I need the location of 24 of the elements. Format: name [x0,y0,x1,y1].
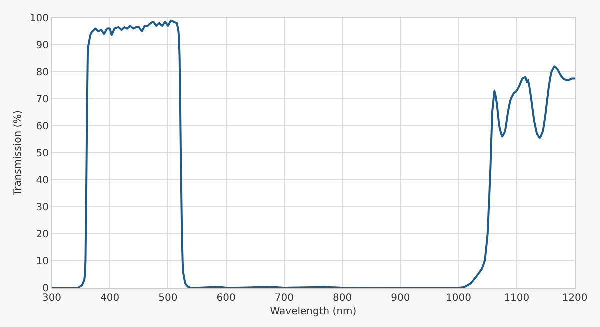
x-tick-label: 500 [158,293,178,304]
x-axis-title: Wavelength (nm) [270,306,357,318]
y-tick-label: 70 [36,94,49,106]
x-tick-label: 900 [391,293,410,304]
y-tick-label: 50 [36,148,49,160]
x-tick-label: 1200 [562,293,588,304]
y-tick-label: 60 [36,122,49,132]
line-series [52,20,575,288]
x-tick-label: 600 [216,293,236,304]
y-tick-label: 40 [36,176,49,186]
y-tick-label: 100 [30,14,49,24]
x-tick-label: 300 [42,293,62,304]
y-axis-title: Transmission (%) [12,110,24,197]
y-tick-label: 20 [36,230,49,240]
y-tick-label: 90 [36,40,49,52]
y-tick-label: 0 [42,284,49,294]
x-tick-label: 800 [333,293,352,304]
y-tick-label: 10 [36,256,49,268]
y-tick-label: 30 [36,202,49,214]
y-tick-label: 80 [36,68,49,78]
x-tick-label: 700 [274,293,294,304]
x-tick-label: 400 [100,293,120,304]
x-tick-label: 1100 [504,293,530,304]
x-tick-label: 1000 [446,293,472,304]
